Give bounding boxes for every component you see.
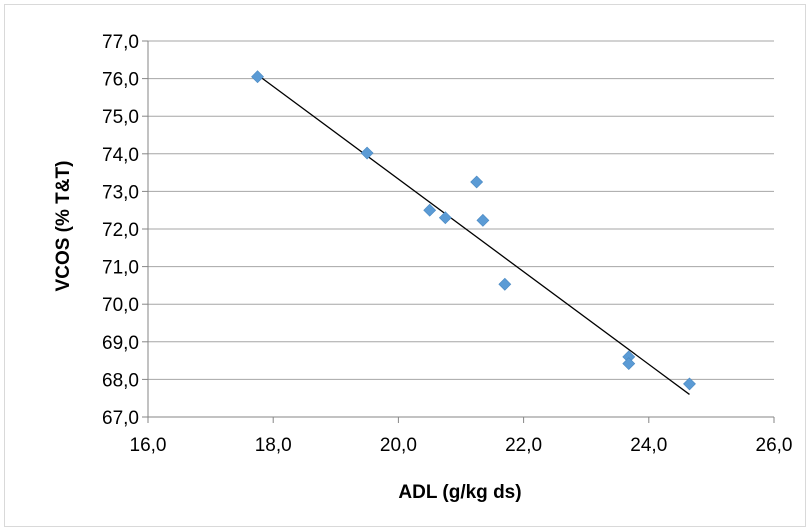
data-point (423, 203, 437, 217)
chart-area (4, 4, 806, 527)
x-tick-label: 18,0 (255, 435, 292, 456)
trendline (257, 74, 690, 395)
data-point (476, 213, 490, 227)
data-point (683, 377, 696, 391)
data-point (360, 146, 374, 160)
x-axis-tick-labels: 16,0 18,0 20,0 22,0 24,0 26,0 (130, 435, 793, 456)
x-axis-title: ADL (g/kg ds) (398, 482, 521, 503)
x-tick-label: 20,0 (380, 435, 417, 456)
y-tick-label: 73,0 (102, 182, 139, 203)
x-tick-label: 16,0 (130, 435, 167, 456)
trendline-group (257, 74, 690, 395)
y-tick-label: 74,0 (102, 145, 139, 166)
x-tick-label: 24,0 (630, 435, 667, 456)
y-tick-label: 71,0 (102, 258, 139, 279)
x-tick-label: 26,0 (756, 435, 793, 456)
y-tick-label: 68,0 (102, 370, 139, 391)
gridlines (148, 40, 774, 380)
data-point (470, 175, 484, 189)
y-tick-label: 72,0 (102, 220, 139, 241)
data-point (438, 211, 452, 225)
y-tick-label: 76,0 (102, 70, 139, 91)
y-axis-title: VCOS (% T&T) (53, 161, 74, 292)
y-tick-label: 75,0 (102, 107, 139, 128)
y-axis-tick-labels: 67,0 68,0 69,0 70,0 71,0 72,0 73,0 74,0 75,0 76,0… (102, 32, 139, 429)
y-tick-label: 70,0 (102, 295, 139, 316)
data-points (251, 70, 696, 391)
y-tick-label: 77,0 (102, 32, 139, 53)
axes (142, 40, 775, 423)
data-point (251, 70, 264, 84)
y-tick-label: 67,0 (102, 408, 139, 429)
y-tick-label: 69,0 (102, 333, 139, 354)
data-point (498, 277, 512, 291)
data-point (622, 357, 636, 371)
x-tick-label: 22,0 (505, 435, 542, 456)
